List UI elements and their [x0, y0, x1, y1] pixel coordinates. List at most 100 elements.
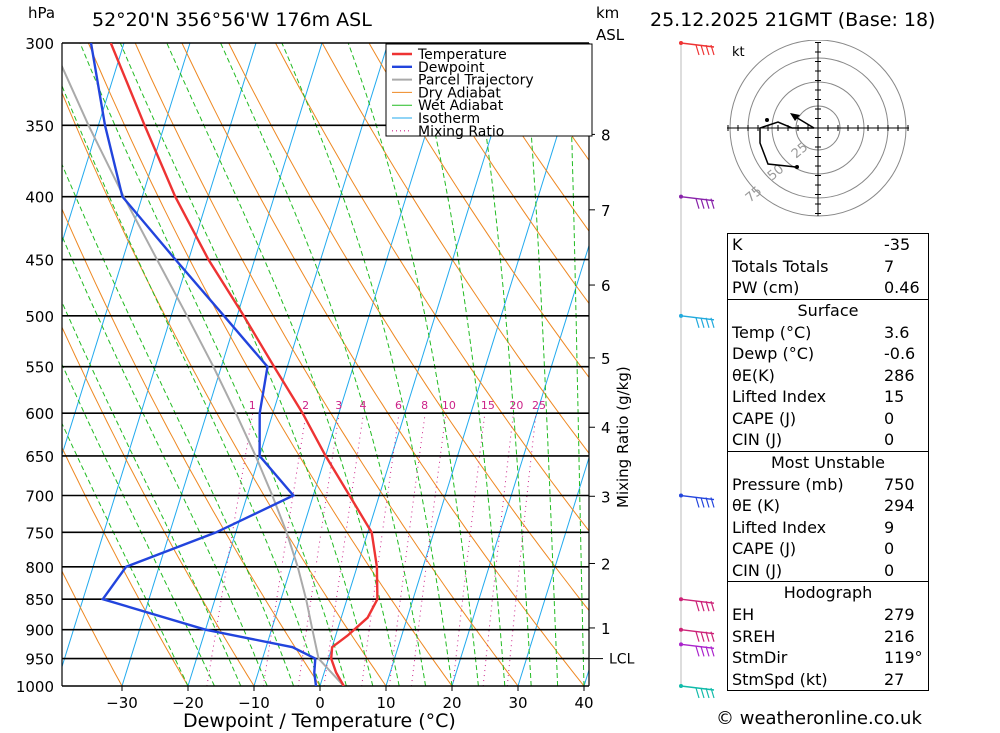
x-tick-label: −30: [106, 694, 138, 712]
hodograph-trace: [759, 121, 814, 168]
isotherm: [121, 43, 323, 686]
dry-adiabat: [415, 43, 589, 305]
x-tick-label: 20: [442, 694, 461, 712]
wind-barb-flag: [705, 497, 710, 508]
most-unstable-header: Most Unstable: [728, 450, 928, 474]
km-tick-label: 4: [601, 419, 611, 437]
stmspd-label: StmSpd (kt): [732, 669, 828, 689]
mu-cape-label: CAPE (J): [732, 539, 797, 558]
wet-adiabat: [413, 43, 506, 686]
li-label: Lifted Index: [732, 387, 827, 406]
pressure-tick-label: 950: [25, 651, 54, 669]
indices-table: K -35 Totals Totals 7 PW (cm) 0.46 Surface …: [727, 233, 929, 691]
mu-li-value: 9: [884, 517, 895, 537]
cin-value: 0: [884, 430, 895, 449]
wind-barb-flag: [700, 44, 705, 56]
pressure-tick-label: 450: [25, 252, 54, 270]
mu-cape-value: 0: [884, 539, 895, 558]
hodograph: kt 25 50 75: [727, 40, 909, 217]
wind-barb-flag: [710, 198, 715, 209]
mixing-ratio-label: 15: [481, 399, 495, 412]
dry-adiabat: [637, 25, 720, 686]
dry-adiabat: [181, 43, 585, 686]
wind-barb-flag: [710, 601, 715, 612]
wind-barb-flag: [705, 317, 710, 328]
dry-adiabat: [87, 43, 453, 686]
x-tick-label: 0: [315, 694, 325, 712]
credit: © weatheronline.co.uk: [716, 708, 922, 729]
legend-label: Dewpoint: [418, 60, 485, 76]
legend-label: Temperature: [417, 47, 507, 63]
dewp-label: Dewp (°C): [732, 344, 815, 363]
wind-barb-flag: [695, 198, 700, 209]
pressure-tick-label: 600: [25, 405, 54, 423]
legend-label: Isotherm: [418, 111, 480, 127]
wet-adiabat: [347, 43, 479, 686]
dry-adiabat: [274, 43, 589, 532]
mixing-ratio-label: 4: [360, 399, 367, 412]
wet-adiabat: [568, 43, 585, 686]
profiles: [62, 43, 379, 686]
wind-barbs: [679, 41, 715, 699]
wind-barb-flag: [705, 631, 710, 642]
wind-barb-flag: [705, 687, 710, 699]
wind-barb-flag: [700, 198, 705, 209]
pressure-tick-label: 700: [25, 488, 54, 506]
temperature-line: [109, 43, 379, 686]
wet-adiabat: [62, 300, 242, 686]
wind-barb-flag: [695, 497, 700, 508]
wet-adiabat: [220, 43, 427, 686]
location-title: 52°20'N 356°56'W 176m ASL: [92, 9, 372, 31]
tt-label: Totals Totals: [732, 256, 829, 276]
wet-adiabat: [62, 363, 215, 686]
km-tick-label: 2: [601, 555, 611, 573]
wind-barb-flag: [710, 646, 715, 657]
wind-barb-shaft: [680, 494, 715, 501]
pressure-tick-label: 550: [25, 359, 54, 377]
hodograph-end-dot: [795, 165, 799, 169]
tt-value: 7: [884, 256, 895, 276]
datetime-title-wrap: 25.12.2025 21GMT (Base: 18): [650, 9, 935, 31]
mixing-ratio-label: 20: [509, 399, 523, 412]
dewp-value: -0.6: [884, 344, 916, 363]
pressure-tick-label: 400: [25, 189, 54, 207]
mixing-ratio-label: 6: [395, 399, 402, 412]
stmdir-label: StmDir: [732, 648, 788, 667]
x-tick-label: 30: [508, 694, 527, 712]
dry-adiabat: [62, 91, 387, 686]
storm-motion-arrowhead: [790, 113, 800, 121]
dry-adiabat: [683, 25, 720, 686]
wind-barb-flag: [705, 646, 710, 657]
wind-barb-flag: [705, 601, 710, 612]
skewt-diagram: 3003504004505005506006507007508008509009…: [16, 4, 720, 732]
wet-adiabat: [62, 422, 189, 686]
km-label: km: [596, 4, 619, 22]
x-tick-label: −10: [238, 694, 270, 712]
mixing-ratio-label: 2: [302, 399, 309, 412]
pressure-tick-label: 1000: [16, 678, 54, 696]
pw-label: PW (cm): [732, 278, 800, 297]
pressure-tick-label: 900: [25, 622, 54, 640]
wind-barb-flag: [700, 687, 705, 699]
pressure-tick-label: 500: [25, 308, 54, 326]
cape-label: CAPE (J): [732, 408, 797, 428]
pressure-tick-label: 300: [25, 35, 54, 53]
cape-value: 0: [884, 408, 895, 428]
isotherm: [62, 43, 257, 669]
pressure-tick-label: 850: [25, 591, 54, 609]
dry-adiabat: [62, 326, 255, 686]
isotherm: [319, 43, 521, 686]
mu-theta-value: 294: [884, 496, 915, 515]
mu-li-label: Lifted Index: [732, 517, 827, 537]
wind-barb-flag: [695, 317, 700, 328]
mu-cin-label: CIN (J): [732, 560, 783, 580]
wind-barb-flag: [700, 631, 705, 642]
dry-adiabat: [321, 43, 589, 455]
k-label: K: [732, 235, 743, 254]
mixing-ratio-label: 10: [442, 399, 456, 412]
wind-barb-flag: [695, 601, 700, 612]
mixing-ratio-label: 25: [532, 399, 546, 412]
parcel-trajectory-line: [62, 64, 345, 686]
isotherm: [451, 243, 589, 686]
legend-label: Parcel Trajectory: [418, 73, 534, 89]
